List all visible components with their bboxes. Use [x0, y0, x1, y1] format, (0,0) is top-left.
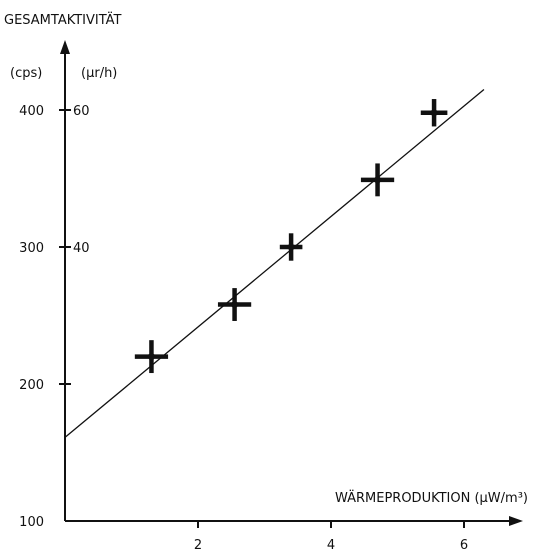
y-tick-label-left: 200	[19, 378, 44, 393]
y-tick-label-left: 100	[19, 515, 44, 530]
chart-title: GESAMTAKTIVITÄT	[4, 12, 122, 28]
x-axis-label: WÄRMEPRODUKTION (μW/m³)	[335, 490, 528, 506]
fit-line	[64, 88, 485, 438]
point-marker	[231, 301, 239, 309]
y-tick-label-left: 300	[19, 241, 44, 256]
data-point	[360, 163, 395, 197]
point-marker	[430, 109, 438, 117]
y-tick-label-left: 400	[19, 104, 44, 119]
y-axis-arrow	[60, 40, 70, 54]
data-point	[134, 340, 169, 374]
point-marker	[374, 176, 382, 184]
data-point	[279, 233, 303, 261]
data-point	[420, 99, 448, 127]
data-points	[134, 99, 448, 374]
y-axis-unit-left: (cps)	[10, 66, 42, 81]
y-tick-label-right: 60	[73, 104, 90, 119]
y-axis-unit-right: (μr/h)	[81, 66, 117, 81]
y-tick-label-right: 40	[73, 241, 90, 256]
ticks: 100200300400406080246	[19, 104, 468, 553]
x-tick-label: 2	[194, 538, 202, 553]
x-tick-label: 4	[327, 538, 335, 553]
x-axis-arrow	[509, 516, 523, 526]
data-point	[217, 288, 252, 321]
fit-line-group	[64, 88, 485, 438]
axes	[60, 40, 523, 526]
point-marker	[287, 243, 295, 251]
point-marker	[147, 353, 155, 361]
x-tick-label: 6	[460, 538, 468, 553]
